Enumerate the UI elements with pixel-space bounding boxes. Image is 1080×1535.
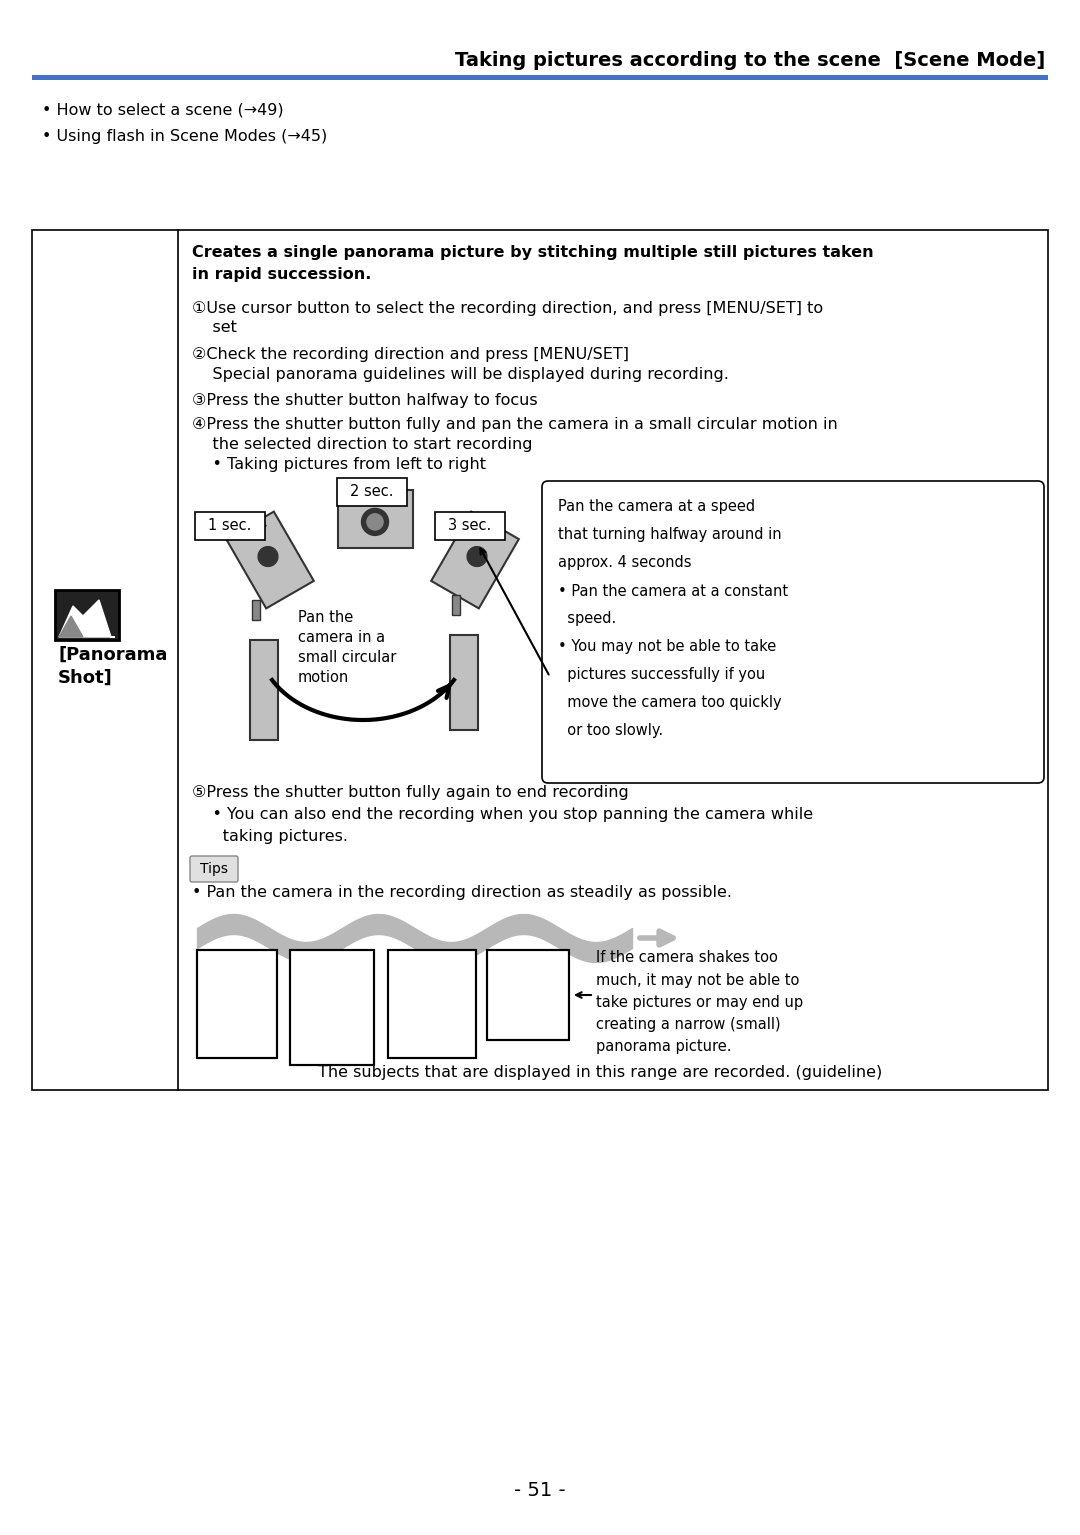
Text: Creates a single panorama picture by stitching multiple still pictures taken: Creates a single panorama picture by sti… — [192, 244, 874, 259]
Bar — [291, 950, 374, 1065]
FancyBboxPatch shape — [542, 480, 1044, 783]
Bar — [197, 950, 276, 1058]
Bar — [32, 230, 1048, 1090]
Text: 3 sec.: 3 sec. — [448, 519, 491, 534]
Text: Taking pictures according to the scene  [Scene Mode]: Taking pictures according to the scene [… — [455, 51, 1045, 69]
Text: • You may not be able to take: • You may not be able to take — [558, 640, 777, 654]
Circle shape — [362, 508, 389, 536]
Text: or too slowly.: or too slowly. — [558, 723, 663, 738]
FancyBboxPatch shape — [190, 857, 238, 883]
Text: The subjects that are displayed in this range are recorded. (guideline): The subjects that are displayed in this … — [318, 1064, 882, 1079]
Text: • Using flash in Scene Modes (→45): • Using flash in Scene Modes (→45) — [42, 129, 327, 143]
Polygon shape — [59, 600, 114, 637]
Text: ③Press the shutter button halfway to focus: ③Press the shutter button halfway to foc… — [192, 393, 538, 407]
Text: Tips: Tips — [200, 863, 228, 876]
Bar — [291, 950, 374, 1065]
Text: panorama picture.: panorama picture. — [596, 1039, 731, 1053]
Text: approx. 4 seconds: approx. 4 seconds — [558, 556, 691, 571]
FancyBboxPatch shape — [226, 511, 314, 608]
Text: [Panorama: [Panorama — [58, 646, 167, 665]
Circle shape — [367, 514, 383, 530]
Text: Pan the: Pan the — [298, 609, 353, 625]
Text: ④Press the shutter button fully and pan the camera in a small circular motion in: ④Press the shutter button fully and pan … — [192, 416, 838, 431]
FancyBboxPatch shape — [435, 513, 505, 540]
Text: pictures successfully if you: pictures successfully if you — [558, 668, 766, 683]
Bar — [337, 490, 413, 548]
Bar — [249, 640, 278, 740]
Bar — [32, 75, 1048, 80]
Text: camera in a: camera in a — [298, 629, 386, 645]
Bar — [388, 950, 476, 1058]
Text: that turning halfway around in: that turning halfway around in — [558, 528, 782, 542]
Text: ②Check the recording direction and press [MENU/SET]: ②Check the recording direction and press… — [192, 347, 629, 362]
FancyBboxPatch shape — [195, 513, 265, 540]
Bar — [450, 635, 478, 731]
Bar — [364, 490, 387, 497]
Text: ⑤Press the shutter button fully again to end recording: ⑤Press the shutter button fully again to… — [192, 786, 629, 800]
Text: small circular: small circular — [298, 649, 396, 665]
FancyBboxPatch shape — [337, 477, 407, 507]
Bar — [197, 950, 276, 1058]
Text: - 51 -: - 51 - — [514, 1480, 566, 1500]
Polygon shape — [59, 616, 83, 637]
Text: • Taking pictures from left to right: • Taking pictures from left to right — [192, 456, 486, 471]
Text: ①Use cursor button to select the recording direction, and press [MENU/SET] to: ①Use cursor button to select the recordi… — [192, 301, 823, 316]
Text: • How to select a scene (→49): • How to select a scene (→49) — [42, 103, 284, 118]
Text: If the camera shakes too: If the camera shakes too — [596, 950, 778, 966]
Text: set: set — [192, 321, 237, 336]
Bar — [487, 950, 569, 1041]
Text: speed.: speed. — [558, 611, 617, 626]
Bar — [487, 995, 536, 1041]
Text: Special panorama guidelines will be displayed during recording.: Special panorama guidelines will be disp… — [192, 367, 729, 382]
Circle shape — [468, 546, 487, 566]
Bar — [487, 950, 569, 1041]
Text: • Pan the camera in the recording direction as steadily as possible.: • Pan the camera in the recording direct… — [192, 886, 732, 901]
Text: • Pan the camera at a constant: • Pan the camera at a constant — [558, 583, 788, 599]
Text: in rapid succession.: in rapid succession. — [192, 267, 372, 282]
Bar — [252, 600, 260, 620]
FancyBboxPatch shape — [431, 511, 518, 608]
Text: • You can also end the recording when you stop panning the camera while: • You can also end the recording when yo… — [192, 807, 813, 823]
Text: take pictures or may end up: take pictures or may end up — [596, 995, 804, 1010]
Text: the selected direction to start recording: the selected direction to start recordin… — [192, 436, 532, 451]
Bar — [55, 589, 119, 640]
Bar — [453, 596, 460, 616]
Text: 1 sec.: 1 sec. — [208, 519, 252, 534]
Text: 2 sec.: 2 sec. — [350, 485, 394, 499]
Text: move the camera too quickly: move the camera too quickly — [558, 695, 782, 711]
Circle shape — [258, 546, 278, 566]
Text: Shot]: Shot] — [58, 669, 112, 688]
Bar — [388, 950, 476, 1058]
Text: creating a narrow (small): creating a narrow (small) — [596, 1016, 781, 1032]
Bar — [291, 950, 374, 1065]
Bar — [197, 950, 276, 1058]
Text: motion: motion — [298, 669, 349, 685]
Bar — [388, 950, 476, 1058]
Text: taking pictures.: taking pictures. — [192, 829, 348, 844]
Text: Pan the camera at a speed: Pan the camera at a speed — [558, 499, 755, 514]
Text: much, it may not be able to: much, it may not be able to — [596, 973, 799, 987]
